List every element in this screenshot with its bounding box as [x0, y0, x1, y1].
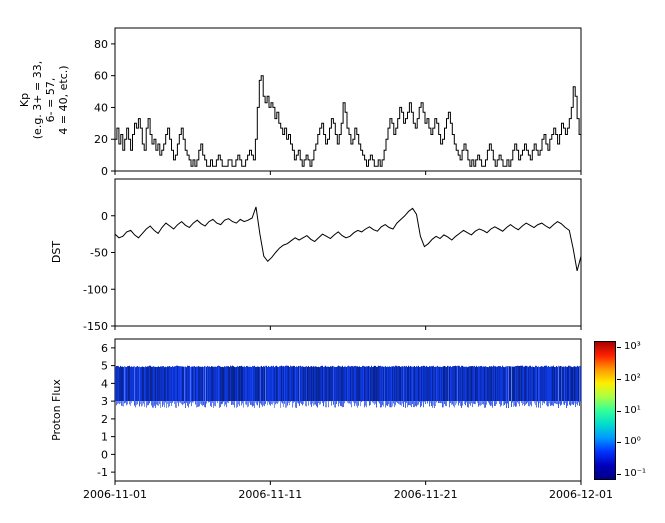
- proton-flux-axis-label: Proton Flux: [50, 379, 63, 441]
- kp-ytick-label: 80: [94, 38, 108, 51]
- kp-ytick-label: 40: [94, 101, 108, 114]
- proton_flux-ytick-label: 2: [101, 413, 108, 426]
- colorbar-tick: [617, 410, 621, 412]
- proton_flux-panel-border: [114, 338, 582, 482]
- kp-panel-border: [114, 27, 582, 172]
- colorbar-tick: [617, 442, 621, 444]
- colorbar-tick: [617, 347, 621, 349]
- colorbar-tick-label: 10²: [624, 372, 641, 384]
- proton_flux-ytick-label: 5: [101, 360, 108, 373]
- xtick-label: 2006-11-21: [394, 488, 458, 501]
- dst-ytick-label: -50: [90, 247, 108, 260]
- proton_flux-ytick-label: 3: [101, 395, 108, 408]
- dst-axis-label: DST: [50, 240, 63, 264]
- colorbar-tick-label: 10¹: [624, 404, 641, 416]
- colorbar: [594, 341, 616, 480]
- dst-series-line: [114, 206, 582, 272]
- xtick-label: 2006-11-01: [83, 488, 147, 501]
- kp-ytick-label: 20: [94, 133, 108, 146]
- colorbar-tick-label: 10⁻¹: [624, 467, 647, 479]
- colorbar-tick-label: 10³: [624, 341, 641, 353]
- xtick-label: 2006-12-01: [549, 488, 613, 501]
- proton_flux-ytick-label: 0: [101, 448, 108, 461]
- proton_flux-ytick-label: 1: [101, 431, 108, 444]
- dst-panel-border: [114, 178, 582, 327]
- colorbar-tick: [617, 473, 621, 475]
- kp-series-line: [115, 75, 582, 167]
- kp-ytick-label: 0: [101, 165, 108, 178]
- kp-ytick-label: 60: [94, 70, 108, 83]
- proton_flux-ytick-label: -1: [97, 466, 108, 479]
- colorbar-tick: [617, 378, 621, 380]
- proton_flux-ytick-label: 6: [101, 342, 108, 355]
- dst-ytick-label: -100: [83, 283, 108, 296]
- kp-axis-label: Kp (e.g. 3+ = 33, 6- = 57, 4 = 40, etc.): [18, 60, 70, 140]
- dst-ytick-label: -150: [83, 320, 108, 333]
- xtick-label: 2006-11-11: [238, 488, 302, 501]
- colorbar-tick-label: 10⁰: [624, 436, 641, 448]
- proton_flux-ytick-label: 4: [101, 377, 108, 390]
- dst-ytick-label: 0: [101, 210, 108, 223]
